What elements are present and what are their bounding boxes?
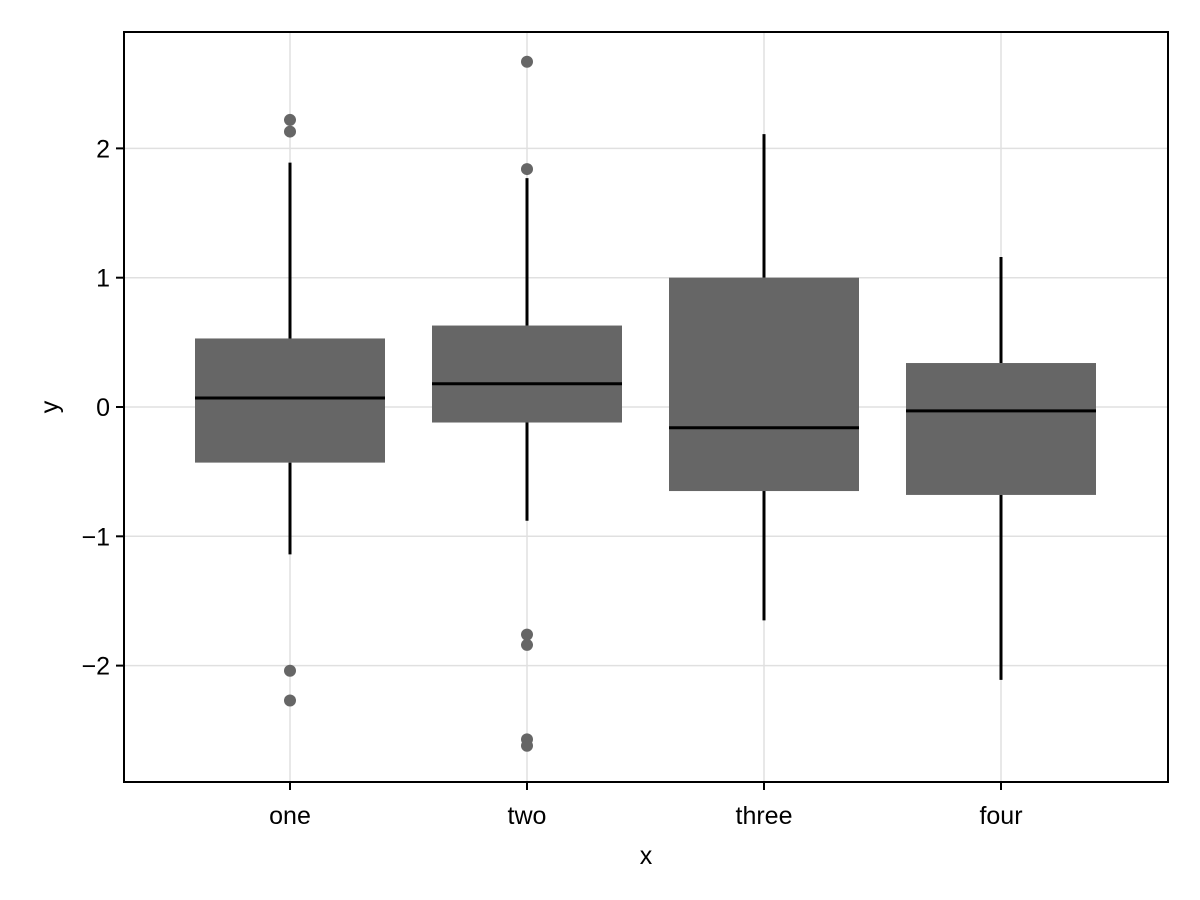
box-four — [906, 257, 1096, 680]
y-tick-label: −1 — [81, 523, 110, 551]
outlier-point — [521, 739, 533, 752]
x-tick-label: four — [979, 802, 1022, 830]
y-axis-label: y — [36, 400, 64, 413]
outlier-point — [521, 628, 533, 641]
x-tick-label: three — [736, 802, 793, 830]
x-axis-label: x — [640, 842, 653, 870]
y-tick-label: −2 — [81, 653, 110, 681]
box-two — [432, 55, 622, 752]
outlier-point — [521, 163, 533, 176]
iqr-box — [432, 325, 622, 423]
y-tick-label: 0 — [96, 394, 110, 422]
box-one — [195, 113, 385, 707]
outlier-point — [284, 664, 296, 677]
outlier-point — [284, 125, 296, 138]
y-tick-label: 1 — [96, 265, 110, 293]
y-tick-label: 2 — [96, 135, 110, 163]
box-three — [669, 134, 859, 621]
outlier-point — [521, 638, 533, 651]
outlier-point — [284, 694, 296, 707]
box-series — [195, 55, 1096, 752]
x-tick-label: one — [269, 802, 311, 830]
iqr-box — [195, 338, 385, 463]
axis-ticks: −2 −1 0 1 2 one two three four — [81, 135, 1022, 830]
iqr-box — [906, 363, 1096, 495]
outlier-point — [284, 113, 296, 126]
x-tick-label: two — [508, 802, 547, 830]
outlier-point — [521, 55, 533, 68]
iqr-box — [669, 277, 859, 492]
